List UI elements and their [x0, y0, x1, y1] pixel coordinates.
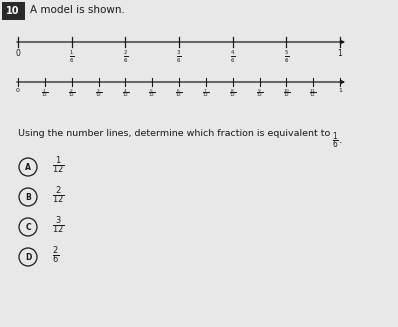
Text: $\frac{6}{12}$: $\frac{6}{12}$ [175, 88, 183, 99]
Text: $\frac{1}{6}$.: $\frac{1}{6}$. [332, 131, 342, 152]
FancyBboxPatch shape [2, 2, 25, 20]
Text: $\frac{8}{12}$: $\frac{8}{12}$ [229, 88, 236, 99]
Text: D: D [25, 252, 31, 262]
Text: B: B [25, 193, 31, 201]
Text: $\frac{3}{6}$: $\frac{3}{6}$ [176, 49, 182, 65]
Text: $\frac{5}{12}$: $\frac{5}{12}$ [148, 88, 156, 99]
Text: 1: 1 [338, 88, 342, 93]
Text: $\frac{9}{12}$: $\frac{9}{12}$ [256, 88, 263, 99]
Text: $\frac{5}{6}$: $\frac{5}{6}$ [284, 49, 289, 65]
Text: $\frac{1}{12}$: $\frac{1}{12}$ [41, 88, 49, 99]
Text: 0: 0 [16, 49, 20, 58]
Text: $\frac{1}{12}$: $\frac{1}{12}$ [52, 154, 64, 176]
Text: $\frac{10}{12}$: $\frac{10}{12}$ [283, 88, 290, 99]
Text: $\frac{4}{12}$: $\frac{4}{12}$ [121, 88, 129, 99]
Text: A: A [25, 163, 31, 171]
Text: $\frac{4}{6}$: $\frac{4}{6}$ [230, 49, 235, 65]
Text: $\frac{2}{12}$: $\frac{2}{12}$ [52, 184, 64, 206]
Text: $\frac{3}{12}$: $\frac{3}{12}$ [95, 88, 102, 99]
Text: C: C [25, 222, 31, 232]
Text: $\frac{7}{12}$: $\frac{7}{12}$ [202, 88, 210, 99]
Text: $\frac{2}{6}$: $\frac{2}{6}$ [52, 244, 59, 266]
Text: 10: 10 [6, 6, 20, 15]
Text: 1: 1 [338, 49, 342, 58]
Text: $\frac{1}{6}$: $\frac{1}{6}$ [69, 49, 74, 65]
Text: Using the number lines, determine which fraction is equivalent to: Using the number lines, determine which … [18, 129, 330, 138]
Text: $\frac{2}{12}$: $\frac{2}{12}$ [68, 88, 76, 99]
Text: $\frac{2}{6}$: $\frac{2}{6}$ [123, 49, 128, 65]
Text: 0: 0 [16, 88, 20, 93]
Text: $\frac{3}{12}$: $\frac{3}{12}$ [52, 214, 64, 236]
Text: A model is shown.: A model is shown. [30, 5, 125, 15]
Text: $\frac{11}{12}$: $\frac{11}{12}$ [309, 88, 317, 99]
